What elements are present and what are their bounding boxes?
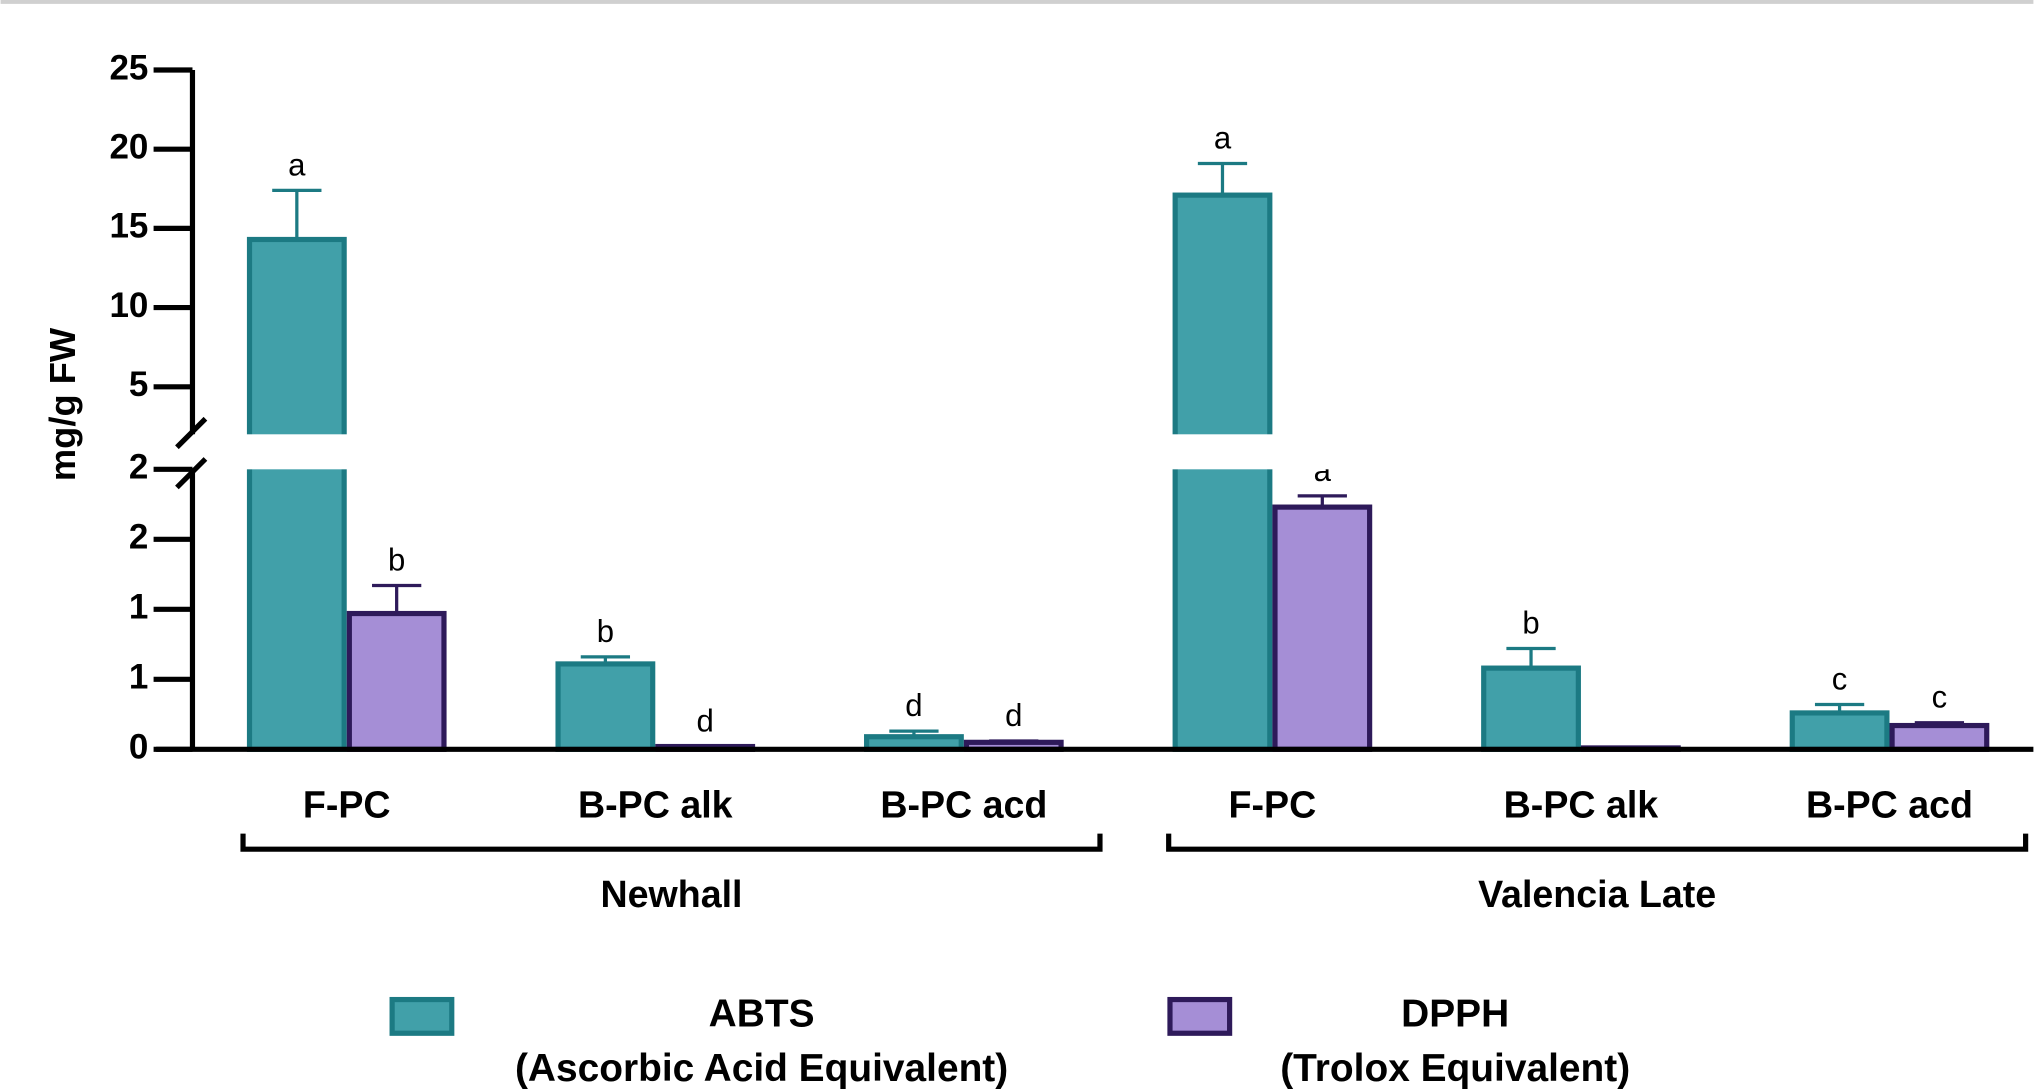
significance-letter: d — [697, 703, 714, 738]
x-tick-label: B-PC alk — [1504, 784, 1659, 826]
bar — [555, 661, 656, 752]
legend-swatch — [389, 996, 455, 1036]
legend-unit: (Ascorbic Acid Equivalent) — [515, 1047, 1008, 1089]
error-bar — [1814, 702, 1865, 713]
y-tick-label: 5 — [129, 365, 148, 404]
bar — [246, 236, 347, 752]
x-tick-label: B-PC alk — [578, 784, 733, 826]
x-tick-label: F-PC — [303, 784, 391, 826]
bar — [346, 610, 447, 752]
legend-unit: (Trolox Equivalent) — [1280, 1047, 1630, 1089]
error-bar — [272, 188, 322, 240]
bar — [1889, 722, 1990, 752]
error-bar — [1297, 494, 1347, 508]
error-bar — [372, 583, 422, 614]
y-tick-label: 2 — [129, 448, 148, 487]
significance-letter: a — [288, 147, 306, 182]
significance-letter: d — [1005, 698, 1022, 733]
y-tick-label: 20 — [109, 127, 148, 166]
x-tick-label: B-PC acd — [1806, 784, 1973, 826]
bar — [1272, 504, 1373, 752]
legend-swatch — [1167, 996, 1233, 1036]
significance-letter: b — [1522, 605, 1539, 640]
y-tick-label: 15 — [109, 207, 148, 246]
significance-letter: c — [1832, 661, 1848, 696]
group-label: Valencia Late — [1478, 873, 1716, 915]
x-tick-label: F-PC — [1229, 784, 1317, 826]
significance-letter: d — [905, 688, 922, 723]
group-bracket — [240, 833, 1103, 852]
top-border — [0, 0, 2034, 4]
error-bar — [580, 655, 631, 664]
y-tick-label: 25 — [109, 48, 148, 87]
y-tick-label: 1 — [129, 588, 148, 627]
significance-letter: c — [1932, 680, 1948, 715]
legend-label: DPPH — [1401, 993, 1509, 1036]
legend-label: ABTS — [709, 993, 815, 1036]
axis-break-mark — [175, 416, 208, 490]
y-tick-label: 10 — [109, 286, 148, 325]
significance-letter: a — [1214, 120, 1232, 155]
error-bar — [1506, 646, 1556, 669]
error-bar — [889, 729, 939, 737]
y-tick-label: 0 — [129, 728, 148, 767]
y-tick-label: 1 — [129, 658, 148, 697]
error-bar — [1197, 161, 1248, 196]
y-tick-label: 2 — [129, 518, 148, 557]
error-bar — [1914, 721, 1965, 726]
group-bracket — [1166, 833, 2029, 852]
significance-letter: b — [388, 542, 405, 577]
x-tick-label: B-PC acd — [880, 784, 1047, 826]
bar — [1789, 710, 1890, 752]
error-bar — [989, 739, 1039, 743]
significance-letter: b — [597, 614, 614, 649]
group-label: Newhall — [600, 873, 742, 915]
bar — [1481, 665, 1581, 752]
y-axis-label: mg/g FW — [42, 327, 83, 481]
axis-break-gap — [196, 434, 2034, 470]
bar — [1172, 192, 1273, 752]
